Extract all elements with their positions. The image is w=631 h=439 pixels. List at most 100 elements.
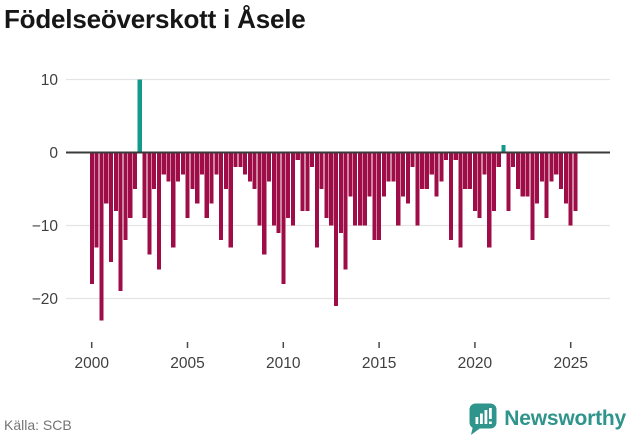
bar bbox=[223, 152, 228, 189]
bar bbox=[558, 152, 564, 189]
bar bbox=[487, 152, 492, 248]
bar bbox=[233, 152, 238, 168]
bar bbox=[381, 152, 386, 197]
x-tick-label: 2000 bbox=[74, 355, 109, 372]
bar bbox=[357, 152, 363, 226]
bar bbox=[515, 152, 520, 189]
bar bbox=[156, 152, 161, 270]
bar bbox=[353, 152, 358, 226]
bar bbox=[286, 152, 291, 219]
bar bbox=[501, 145, 506, 153]
bar bbox=[448, 152, 453, 241]
bar bbox=[396, 152, 401, 226]
bar bbox=[434, 152, 439, 197]
bar bbox=[424, 152, 430, 189]
birth-surplus-bar-chart: 10 0 −10 −20 2000 2005 2010 2015 2020 2025 bbox=[32, 72, 610, 372]
bar bbox=[429, 152, 434, 175]
bar bbox=[314, 152, 319, 248]
bar bbox=[324, 152, 329, 219]
bar bbox=[204, 152, 209, 219]
bar bbox=[372, 152, 377, 241]
newsworthy-logo: Newsworthy bbox=[468, 402, 626, 436]
bar bbox=[401, 152, 406, 197]
y-tick-label: −20 bbox=[32, 291, 59, 308]
bar bbox=[496, 152, 501, 168]
bar bbox=[420, 152, 425, 189]
bar bbox=[348, 152, 353, 197]
bar bbox=[247, 152, 252, 182]
bar bbox=[185, 152, 190, 219]
x-tick-label: 2025 bbox=[553, 355, 587, 372]
source-label: Källa: SCB bbox=[4, 417, 72, 433]
bar bbox=[554, 152, 559, 175]
bar bbox=[453, 152, 458, 160]
bar bbox=[338, 152, 343, 233]
bar bbox=[195, 152, 200, 204]
bar bbox=[199, 152, 205, 175]
bar bbox=[209, 152, 214, 204]
bar bbox=[310, 152, 315, 168]
bar bbox=[468, 152, 473, 189]
bar bbox=[266, 152, 272, 182]
bar bbox=[99, 152, 104, 321]
bar bbox=[171, 152, 176, 248]
bar bbox=[142, 152, 147, 219]
bar bbox=[166, 152, 171, 182]
x-tick-label: 2010 bbox=[266, 355, 301, 372]
bar bbox=[180, 152, 185, 175]
bar bbox=[262, 152, 267, 255]
y-tick-label: −10 bbox=[32, 218, 59, 235]
bar bbox=[530, 152, 535, 241]
bar bbox=[477, 152, 482, 219]
bar bbox=[391, 152, 396, 182]
bar bbox=[319, 152, 324, 189]
bar bbox=[228, 152, 233, 248]
bar bbox=[104, 152, 109, 204]
bar bbox=[444, 152, 449, 160]
bar bbox=[257, 152, 262, 226]
bar bbox=[128, 152, 133, 219]
x-tick-label: 2005 bbox=[170, 355, 204, 372]
bar bbox=[94, 152, 99, 248]
x-tick-label: 2015 bbox=[362, 355, 396, 372]
bar bbox=[89, 152, 94, 284]
bar bbox=[405, 152, 410, 204]
bar bbox=[305, 152, 310, 211]
bar bbox=[295, 152, 300, 160]
bar bbox=[238, 152, 243, 168]
bar bbox=[343, 152, 348, 270]
bar bbox=[132, 152, 138, 189]
bar bbox=[214, 152, 219, 175]
bar bbox=[386, 152, 391, 182]
bar bbox=[147, 152, 152, 255]
bar bbox=[276, 152, 281, 233]
y-tick-label: 0 bbox=[49, 145, 58, 162]
bar bbox=[410, 152, 415, 168]
bar bbox=[190, 152, 195, 189]
bar bbox=[367, 152, 372, 197]
newsworthy-speech-bubble-icon bbox=[469, 403, 497, 435]
bar bbox=[511, 152, 516, 168]
bar bbox=[271, 152, 276, 226]
bar bbox=[520, 152, 525, 197]
bar bbox=[506, 152, 511, 211]
bar bbox=[377, 152, 382, 241]
bar bbox=[362, 152, 367, 226]
bar bbox=[152, 152, 157, 189]
bar bbox=[176, 152, 181, 182]
bar bbox=[415, 152, 420, 226]
bar bbox=[472, 152, 477, 211]
bar bbox=[219, 152, 224, 241]
bar bbox=[118, 152, 123, 292]
bar bbox=[290, 152, 295, 226]
bar bbox=[113, 152, 118, 211]
bar bbox=[252, 152, 257, 189]
bar bbox=[458, 152, 463, 248]
bar bbox=[525, 152, 530, 197]
newsworthy-wordmark: Newsworthy bbox=[504, 407, 626, 430]
bar bbox=[137, 79, 142, 153]
bar bbox=[123, 152, 128, 241]
x-tick-label: 2020 bbox=[458, 355, 493, 372]
bar bbox=[539, 152, 544, 182]
